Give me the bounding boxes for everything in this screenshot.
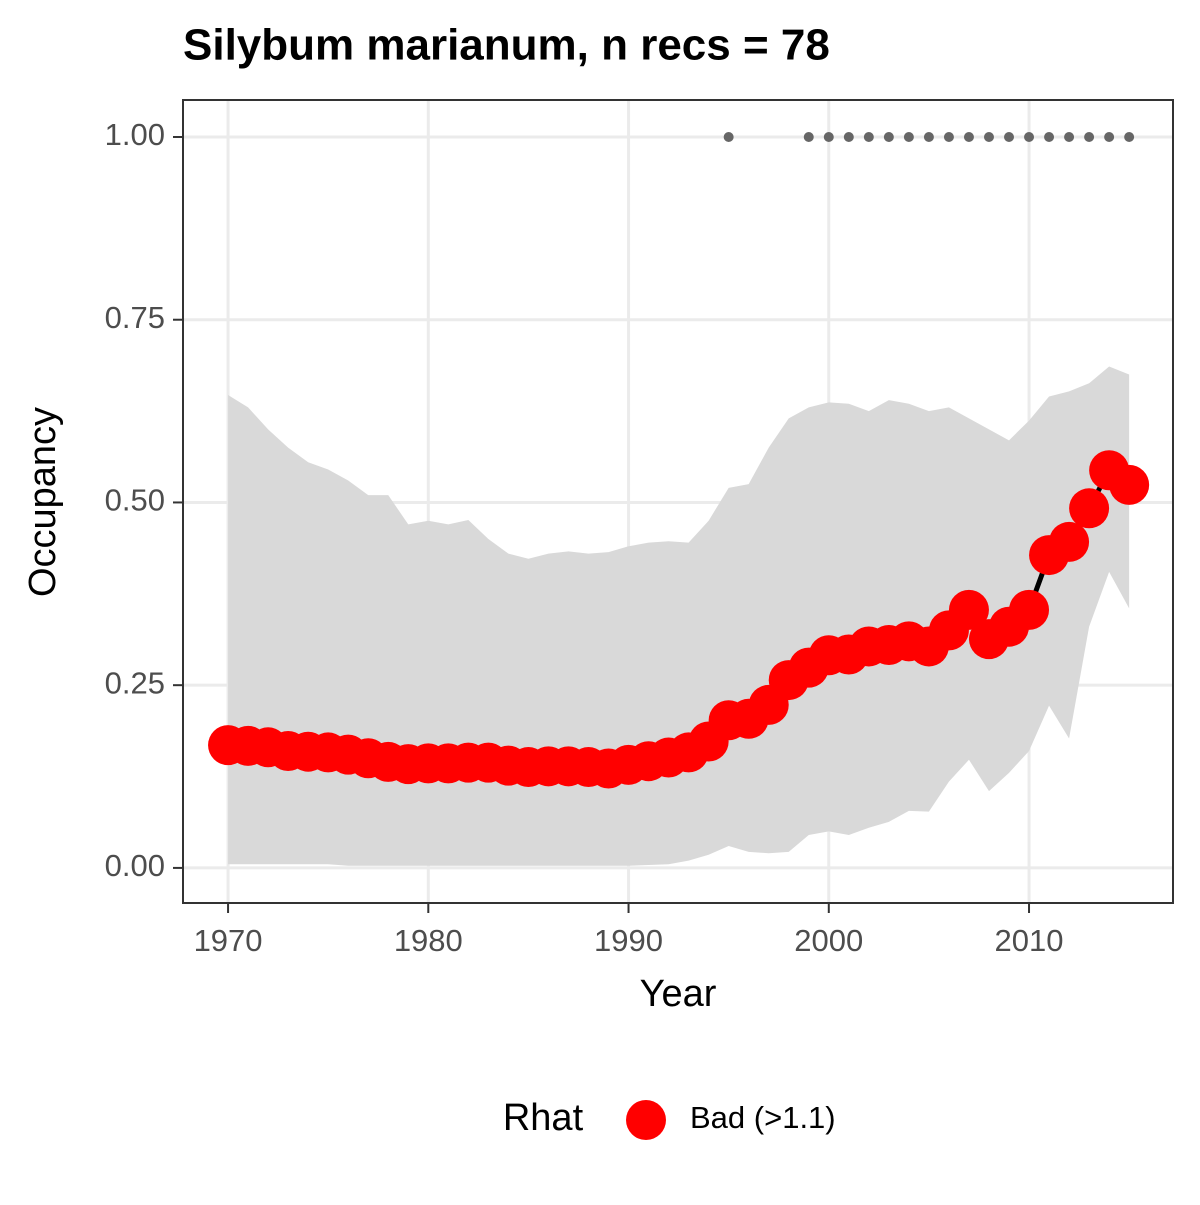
y-tick-label: 1.00 [105,117,165,152]
record-point [1044,131,1055,142]
record-point [1064,131,1075,142]
record-point [983,131,994,142]
y-tick-label: 0.50 [105,483,165,518]
y-tick-label: 0.00 [105,848,165,883]
record-point [723,131,734,142]
x-tick-label: 1970 [194,923,263,958]
point [948,589,989,630]
record-point [1024,131,1035,142]
point [1009,589,1050,630]
record-point [863,131,874,142]
record-point [803,131,814,142]
x-tick-label: 2010 [995,923,1064,958]
record-point [883,131,894,142]
panel-border [182,99,1174,904]
point [1109,464,1150,505]
legend-label: Bad (>1.1) [690,1100,836,1135]
x-tick-label: 2000 [794,923,863,958]
record-point [1084,131,1095,142]
legend-key [626,1100,666,1140]
y-tick-label: 0.75 [105,300,165,335]
record-point [843,131,854,142]
record-point [1104,131,1115,142]
x-axis-label: Year [640,973,717,1015]
record-point [903,131,914,142]
point [1049,521,1090,562]
x-tick-label: 1990 [594,923,663,958]
record-point [1004,131,1015,142]
point [1069,488,1110,529]
record-point [823,131,834,142]
record-point [923,131,934,142]
x-tick-label: 1980 [394,923,463,958]
record-point [963,131,974,142]
record-point [943,131,954,142]
legend-title: Rhat [503,1097,584,1139]
chart-title: Silybum marianum, n recs = 78 [183,21,830,70]
ribbon [228,366,1130,866]
y-tick-label: 0.25 [105,665,165,700]
y-axis-label: Occupancy [22,407,64,597]
record-point [1124,131,1135,142]
